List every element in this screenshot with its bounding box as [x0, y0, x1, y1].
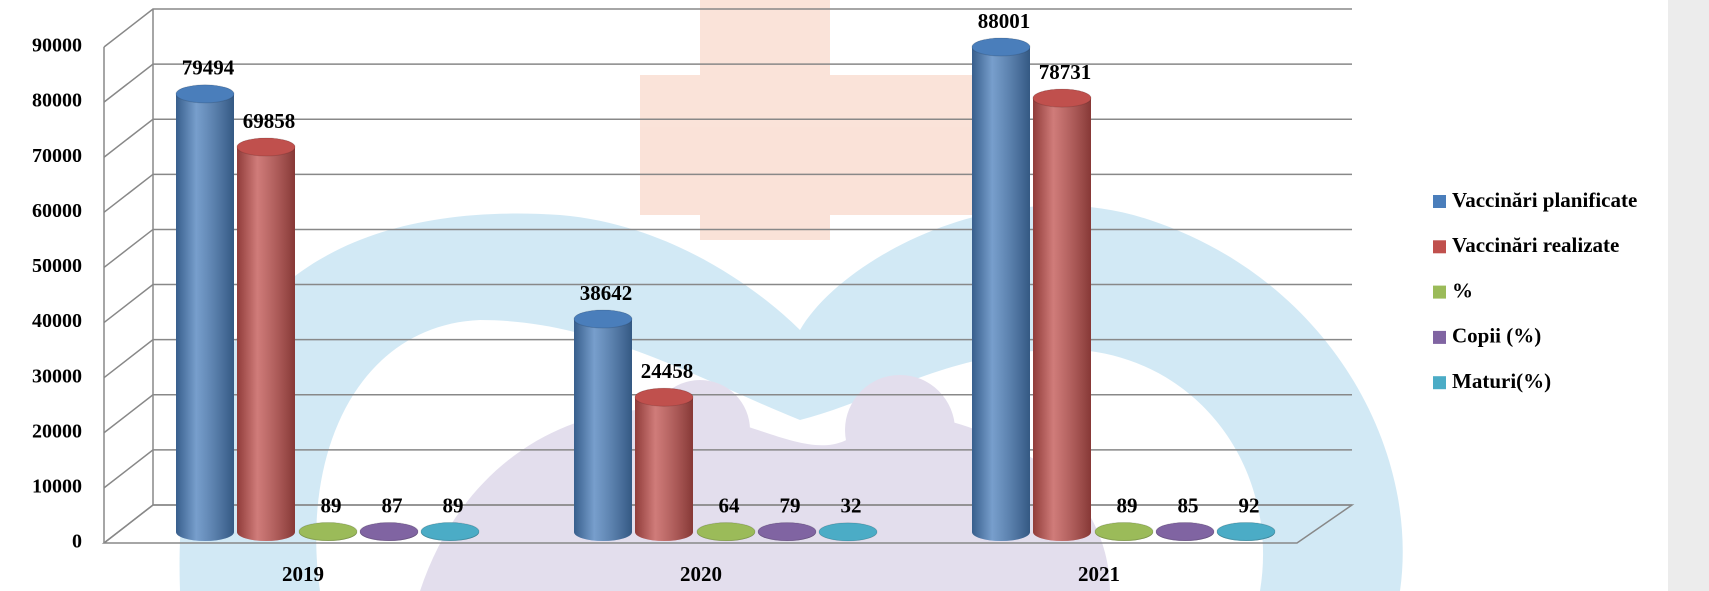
data-label: 79494	[182, 56, 235, 80]
legend-swatch	[1433, 286, 1446, 299]
chart: 0 10000 20000 30000 40000 50000 60000 70000 8000…	[0, 0, 1709, 591]
data-label: 85	[1178, 493, 1199, 517]
bar-shade	[574, 319, 632, 541]
y-tick-label: 40000	[32, 310, 82, 332]
y-tick-label: 0	[72, 531, 82, 553]
bar-shade	[635, 397, 693, 541]
legend-label: Maturi(%)	[1452, 369, 1551, 393]
bar-top	[176, 85, 234, 103]
legend-swatch	[1433, 195, 1446, 208]
y-tick-label: 70000	[32, 145, 82, 167]
legend-swatch	[1433, 376, 1446, 389]
data-label: 69858	[243, 109, 296, 133]
legend-swatch	[1433, 240, 1446, 253]
bar-shade	[176, 94, 234, 541]
x-tick-label: 2021	[1078, 562, 1120, 586]
data-label: 24458	[641, 359, 694, 383]
data-label: 89	[321, 493, 342, 517]
legend-label: Copii (%)	[1452, 324, 1541, 348]
y-tick-label: 90000	[32, 35, 82, 57]
bar-top	[237, 138, 295, 156]
data-label: 92	[1239, 493, 1260, 517]
bar-top	[574, 310, 632, 328]
y-tick-label: 50000	[32, 255, 82, 277]
bar-shade	[237, 147, 295, 541]
bar-top	[299, 523, 357, 541]
bar-top	[360, 523, 418, 541]
bar-shade	[1033, 98, 1091, 541]
x-tick-label: 2019	[282, 562, 324, 586]
bar-top	[972, 38, 1030, 56]
y-tick-label: 30000	[32, 365, 82, 387]
bar-top	[635, 388, 693, 406]
bar-top	[1033, 89, 1091, 107]
legend-swatch	[1433, 331, 1446, 344]
data-label: 64	[719, 493, 741, 517]
watermark	[180, 0, 1709, 591]
data-label: 89	[443, 493, 464, 517]
y-tick-label: 20000	[32, 420, 82, 442]
bar-top	[758, 523, 816, 541]
bar-top	[819, 523, 877, 541]
data-label: 87	[382, 493, 403, 517]
bar-top	[1217, 522, 1275, 540]
bar-shade	[972, 47, 1030, 541]
data-label: 88001	[978, 9, 1031, 33]
bar-top	[1095, 523, 1153, 541]
legend-label: %	[1452, 278, 1473, 302]
y-tick-label: 80000	[32, 90, 82, 112]
y-tick-label: 10000	[32, 475, 82, 497]
data-label: 78731	[1039, 60, 1092, 84]
data-label: 32	[841, 494, 862, 518]
bar-top	[1156, 523, 1214, 541]
y-tick-label: 60000	[32, 200, 82, 222]
legend-label: Vaccinări realizate	[1452, 233, 1619, 257]
data-label: 38642	[580, 281, 633, 305]
data-label: 79	[780, 493, 801, 517]
bar-top	[697, 523, 755, 541]
bar-top	[421, 523, 479, 541]
data-label: 89	[1117, 493, 1138, 517]
x-tick-label: 2020	[680, 562, 722, 586]
legend-label: Vaccinări planificate	[1452, 188, 1637, 212]
